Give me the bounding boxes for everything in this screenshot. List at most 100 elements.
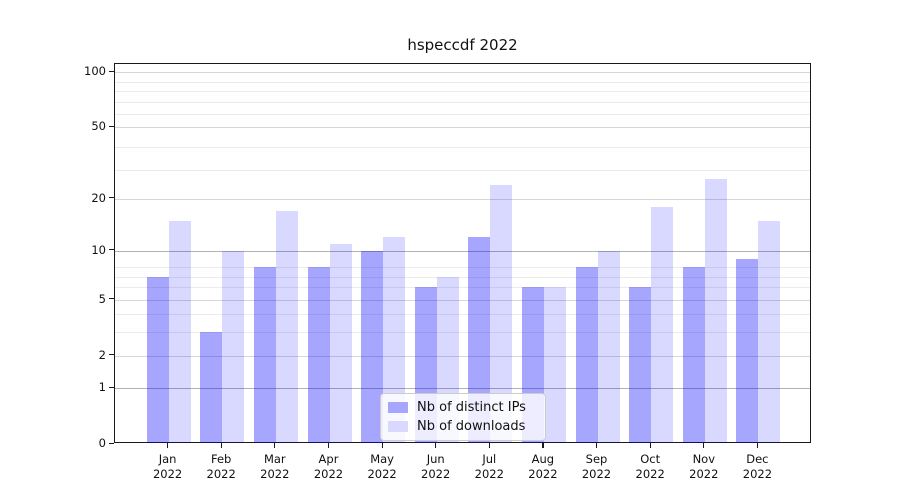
- x-tick-month-feb: Feb: [211, 452, 232, 466]
- x-tick-label-dec: Dec 2022: [727, 452, 787, 481]
- gridline-1: [115, 388, 810, 390]
- x-tick-label-jun: Jun 2022: [406, 452, 466, 481]
- x-tick-month-aug: Aug: [531, 452, 555, 466]
- y-tick-5: [109, 298, 114, 300]
- gridlines-layer: [115, 64, 810, 442]
- x-tick-month-jul: Jul: [482, 452, 497, 466]
- x-tick-label-sep: Sep 2022: [567, 452, 627, 481]
- x-tick-label-feb: Feb 2022: [191, 452, 251, 481]
- plot-area: [114, 63, 811, 443]
- bar-downloads-aug: [543, 287, 566, 443]
- legend-label-downloads: Nb of downloads: [417, 419, 526, 434]
- gridline-29: [115, 170, 810, 171]
- gridline-50: [115, 127, 810, 129]
- x-tick-month-dec: Dec: [746, 452, 769, 466]
- x-tick-year-feb: 2022: [206, 466, 236, 481]
- x-tick-month-nov: Nov: [692, 452, 716, 466]
- bar-downloads-oct: [651, 206, 674, 443]
- y-tick-1: [109, 386, 114, 388]
- x-tick-year-may: 2022: [367, 466, 397, 481]
- legend-swatch-distinct-ips: [388, 402, 408, 413]
- y-tick-label-20: 20: [91, 190, 106, 205]
- bar-downloads-feb: [222, 250, 245, 443]
- bar-ips-nov: [682, 267, 705, 443]
- x-tick-label-apr: Apr 2022: [299, 452, 359, 481]
- gridline-100: [115, 72, 810, 74]
- x-tick-sep: [596, 443, 598, 448]
- x-tick-jan: [167, 443, 169, 448]
- x-tick-month-jan: Jan: [158, 452, 177, 466]
- x-tick-jun: [435, 443, 437, 448]
- x-tick-year-mar: 2022: [260, 466, 290, 481]
- y-tick-2: [109, 354, 114, 356]
- x-tick-label-mar: Mar 2022: [245, 452, 305, 481]
- bar-ips-sep: [575, 267, 598, 443]
- gridline-59: [115, 114, 810, 116]
- bar-ips-dec: [736, 258, 759, 443]
- gridline-2: [115, 355, 810, 357]
- bar-downloads-dec: [758, 220, 781, 443]
- y-tick-20: [109, 197, 114, 199]
- gridline-7: [115, 276, 810, 278]
- bar-ips-feb: [200, 332, 223, 443]
- bar-ips-mar: [253, 267, 276, 443]
- gridline-5: [115, 299, 810, 301]
- gridline-69: [115, 101, 810, 103]
- legend-swatch-downloads: [388, 421, 408, 432]
- gridline-4: [115, 314, 810, 316]
- chart-title: hspeccdf 2022: [407, 36, 518, 54]
- gridline-79: [115, 91, 810, 92]
- x-tick-month-apr: Apr: [318, 452, 339, 466]
- x-tick-label-aug: Aug 2022: [513, 452, 573, 481]
- bar-downloads-apr: [329, 243, 352, 443]
- legend-item-distinct-ips: Nb of distinct IPs: [388, 398, 537, 417]
- x-tick-aug: [542, 443, 544, 448]
- legend: Nb of distinct IPs Nb of downloads: [380, 393, 546, 441]
- x-tick-dec: [756, 443, 759, 448]
- x-tick-label-jul: Jul 2022: [459, 452, 519, 481]
- bar-downloads-may: [383, 237, 406, 443]
- x-tick-year-dec: 2022: [742, 466, 773, 481]
- x-tick-month-may: May: [370, 452, 394, 466]
- bar-ips-jul: [468, 237, 491, 443]
- x-tick-year-nov: 2022: [689, 466, 719, 481]
- bar-ips-jan: [146, 276, 169, 443]
- y-tick-label-50: 50: [91, 119, 106, 134]
- gridline-20: [115, 198, 810, 200]
- x-tick-jul: [488, 443, 490, 448]
- bar-downloads-jul: [490, 184, 513, 443]
- y-tick-50: [109, 125, 114, 127]
- y-tick-100: [109, 70, 114, 72]
- bar-downloads-mar: [275, 211, 298, 443]
- x-tick-apr: [328, 443, 330, 448]
- x-tick-month-jun: Jun: [426, 452, 445, 466]
- x-tick-month-mar: Mar: [263, 452, 286, 466]
- bars-layer: [115, 64, 810, 443]
- y-tick-10: [109, 249, 114, 251]
- x-tick-month-oct: Oct: [640, 452, 661, 466]
- y-tick-label-2: 2: [98, 347, 106, 362]
- y-tick-label-0: 0: [98, 436, 106, 450]
- bar-ips-may: [361, 250, 384, 443]
- x-tick-label-jan: Jan 2022: [138, 452, 198, 481]
- x-tick-month-sep: Sep: [585, 452, 608, 466]
- bar-ips-oct: [629, 287, 652, 443]
- x-tick-label-nov: Nov 2022: [674, 452, 734, 481]
- bar-downloads-jan: [168, 220, 191, 443]
- x-tick-year-aug: 2022: [528, 466, 558, 481]
- x-tick-year-jun: 2022: [421, 466, 451, 481]
- x-tick-year-jan: 2022: [152, 466, 183, 481]
- gridline-39: [115, 146, 810, 148]
- gridline-8: [115, 267, 810, 268]
- x-tick-year-jul: 2022: [474, 466, 504, 481]
- x-tick-label-oct: Oct 2022: [620, 452, 680, 481]
- y-tick-label-5: 5: [98, 291, 106, 306]
- x-tick-nov: [703, 443, 705, 448]
- x-tick-feb: [220, 443, 222, 448]
- y-tick-label-100: 100: [84, 64, 106, 79]
- gridline-3: [115, 332, 810, 334]
- y-tick-label-10: 10: [91, 242, 106, 257]
- gridline-10: [115, 250, 810, 252]
- y-tick-label-1: 1: [98, 380, 106, 395]
